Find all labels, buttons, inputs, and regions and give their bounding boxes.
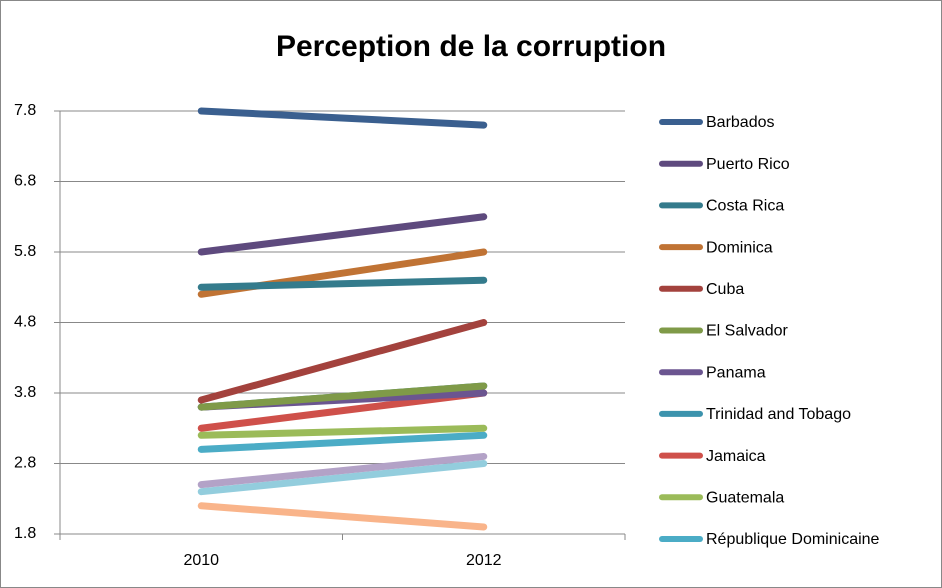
series-line bbox=[197, 460, 488, 496]
series-line bbox=[197, 213, 488, 256]
legend-label: Dominica bbox=[706, 239, 773, 256]
legend-label: Costa Rica bbox=[706, 198, 784, 215]
y-tick-label: 3.8 bbox=[14, 384, 36, 401]
y-tick-label: 7.8 bbox=[14, 102, 36, 119]
series-line bbox=[197, 319, 488, 404]
legend-label: Trinidad and Tobago bbox=[706, 406, 851, 423]
y-tick-label: 6.8 bbox=[14, 173, 36, 190]
chart-title: Perception de la corruption bbox=[276, 30, 666, 63]
series-line bbox=[197, 431, 488, 453]
series-line bbox=[197, 382, 488, 411]
y-tick-label: 4.8 bbox=[14, 314, 36, 331]
legend-label: Panama bbox=[706, 364, 766, 381]
series-line bbox=[197, 276, 488, 291]
series-line bbox=[197, 452, 488, 489]
series-line bbox=[197, 502, 488, 531]
x-tick-label: 2012 bbox=[466, 552, 502, 569]
legend-label: Cuba bbox=[706, 281, 744, 298]
y-tick-label: 5.8 bbox=[14, 243, 36, 260]
series-line bbox=[197, 424, 488, 439]
x-tick-label: 2010 bbox=[183, 552, 219, 569]
legend-label: République Dominicaine bbox=[706, 531, 880, 548]
series-line bbox=[197, 107, 488, 129]
legend-label: El Salvador bbox=[706, 323, 788, 340]
y-tick-label: 2.8 bbox=[14, 455, 36, 472]
legend-label: Barbados bbox=[706, 114, 775, 131]
legend-label: Puerto Rico bbox=[706, 156, 790, 173]
legend-label: Guatemala bbox=[706, 490, 784, 507]
y-tick-label: 1.8 bbox=[14, 525, 36, 542]
series-line bbox=[197, 389, 488, 432]
legend-label: Jamaica bbox=[706, 448, 766, 465]
